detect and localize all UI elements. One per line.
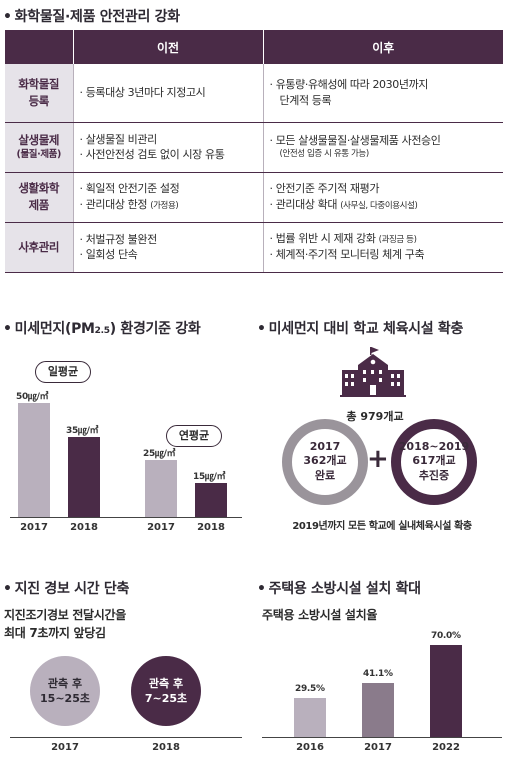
row-category: 생활화학 제품 xyxy=(5,172,74,223)
table-row: 생활화학 제품 · 획일적 안전기준 설정 · 관리대상 한정 (가정용) · 안전… xyxy=(5,172,503,223)
pm-bar-value-label: 25㎍/㎥ xyxy=(143,449,176,459)
school-caption: 2019년까지 모든 학교에 실내체육시설 확충 xyxy=(292,521,472,532)
chart-title-daily: 일평균 xyxy=(35,361,91,383)
earthquake-baseline xyxy=(10,737,242,738)
circle-2017: 관측 후 15~25초 xyxy=(30,656,100,726)
fire-year-label: 2022 xyxy=(432,742,460,753)
pm-year-label: 2018 xyxy=(197,522,225,533)
fire-bar-value-label: 29.5% xyxy=(295,684,325,695)
table-header-after: 이후 xyxy=(263,30,503,64)
pm-bar-value-label: 50㎍/㎥ xyxy=(16,392,49,402)
pm-bar-2018 xyxy=(68,437,100,517)
table-row: 살생물제 (물질·제품) · 살생물질 비관리 · 사전안전성 검토 없이 시장 유… xyxy=(5,122,503,173)
row-after: · 유통량·유해성에 따라 2030년까지 단계적 등록 xyxy=(263,64,503,123)
section-title-fire: • 주택용 소방시설 설치 확대 xyxy=(257,581,421,597)
pm-year-label: 2017 xyxy=(147,522,175,533)
comparison-table: 이전 이후 화학물질 등록 · 등록대상 3년마다 지정고시 · 유통량·유해성에… xyxy=(5,30,503,273)
table-header-before: 이전 xyxy=(73,30,264,64)
fire-year-label: 2017 xyxy=(364,742,392,753)
school-icon xyxy=(340,347,406,397)
pm-bar-value-label: 35㎍/㎥ xyxy=(66,426,99,437)
year-label: 2018 xyxy=(152,742,180,753)
table-row: 사후관리 · 처벌규정 불완전 · 일회성 단속 · 법률 위반 시 제재 강화 … xyxy=(5,222,503,273)
section-title-pm25: • 미세먼지(PM2.5) 환경기준 강화 xyxy=(3,321,201,337)
ring-completed-label: 2017 362개교 완료 xyxy=(303,440,347,482)
school-total: 총 979개교 xyxy=(346,410,404,423)
ring-completed xyxy=(282,419,368,505)
ring-in-progress-label: 2018~2019 617개교 추진중 xyxy=(398,440,470,482)
row-after: · 안전기준 주기적 재평가 · 관리대상 확대 (사무실, 다중이용시설) xyxy=(263,172,503,223)
chart-title-annual: 연평균 xyxy=(166,425,222,447)
fire-bar-2016 xyxy=(294,698,326,737)
pm-chart-baseline xyxy=(10,517,242,518)
fire-year-label: 2016 xyxy=(296,742,324,753)
fire-bar-value-label: 41.1% xyxy=(363,668,393,679)
row-category: 살생물제 (물질·제품) xyxy=(5,122,74,173)
pm-bar-value-label: 15㎍/㎥ xyxy=(193,471,226,482)
row-before: · 등록대상 3년마다 지정고시 xyxy=(73,64,264,123)
table-row: 화학물질 등록 · 등록대상 3년마다 지정고시 · 유통량·유해성에 따라 20… xyxy=(5,64,503,123)
row-before: · 획일적 안전기준 설정 · 관리대상 한정 (가정용) xyxy=(73,172,264,223)
fire-bar-2022 xyxy=(430,645,462,737)
year-label: 2017 xyxy=(51,742,79,753)
earthquake-subtitle: 지진조기경보 전달시간을 최대 7초까지 앞당김 xyxy=(4,608,127,640)
row-category: 사후관리 xyxy=(5,222,74,273)
pm-bar-2017 xyxy=(18,403,50,517)
ring-in-progress xyxy=(391,419,477,505)
fire-chart-baseline xyxy=(262,737,502,738)
fire-bar-2017 xyxy=(362,682,394,737)
row-category: 화학물질 등록 xyxy=(5,64,74,123)
pm-year-label: 2018 xyxy=(70,522,98,533)
section-title-school: • 미세먼지 대비 학교 체육시설 확충 xyxy=(257,321,464,337)
pm-bar-2018 xyxy=(195,482,227,517)
pm-year-label: 2017 xyxy=(20,522,48,533)
circle-2018: 관측 후 7~25초 xyxy=(131,656,201,726)
pm-bar-2017 xyxy=(145,460,177,517)
table-header-blank xyxy=(5,30,74,64)
row-after: · 법률 위반 시 제재 강화 (과징금 등) · 체계적·주기적 모니터링 체계… xyxy=(263,222,503,273)
fire-bar-value-label: 70.0% xyxy=(431,631,461,641)
table-header-row: 이전 이후 xyxy=(5,30,503,64)
row-after: · 모든 살생물물질·살생물제품 사전승인 (안전성 입증 시 유통 가능) xyxy=(263,122,503,173)
plus-icon: + xyxy=(367,444,389,474)
row-before: · 처벌규정 불완전 · 일회성 단속 xyxy=(73,222,264,273)
row-before: · 살생물질 비관리 · 사전안전성 검토 없이 시장 유통 xyxy=(73,122,264,173)
section-title-earthquake: • 지진 경보 시간 단축 xyxy=(3,581,130,597)
fire-subtitle: 주택용 소방시설 설치율 xyxy=(262,608,378,622)
section-title-chemical: • 화학물질·제품 안전관리 강화 xyxy=(3,9,180,25)
